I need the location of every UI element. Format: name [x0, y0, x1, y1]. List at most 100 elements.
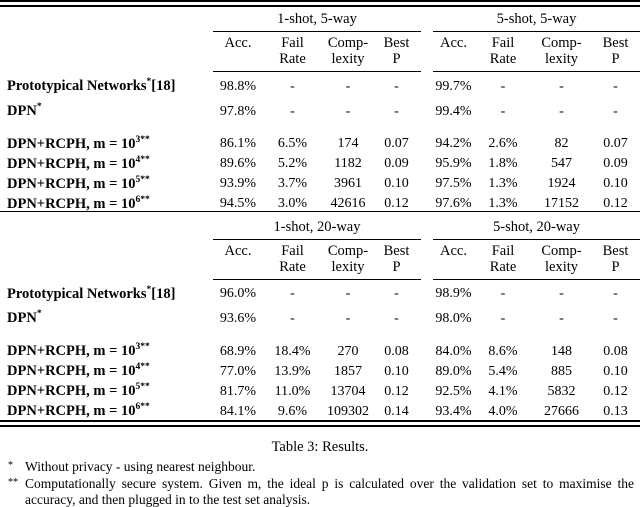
cell-best-p: 0.12	[384, 196, 409, 212]
header-rule	[213, 278, 421, 280]
header-rule	[433, 278, 640, 280]
cell-acc: 81.7%	[219, 384, 257, 400]
cell-fail-rate: 1.8%	[488, 156, 518, 172]
cell-acc: 84.0%	[435, 344, 472, 360]
cell-fail-rate: 1.3%	[488, 196, 518, 212]
cell-acc: 96.0%	[219, 286, 257, 302]
cell-acc: 98.0%	[435, 311, 472, 327]
header-line: Comp-	[327, 242, 369, 259]
cell-acc: 68.9%	[219, 344, 257, 360]
cell-complexity: -	[345, 78, 351, 94]
footnote-marker: *	[146, 284, 152, 295]
column-header-best-p: Best P	[593, 243, 638, 275]
rcph-rows-block: DPN+RCPH, m = 103** 86.1% 6.5% 174 0.07 …	[0, 130, 640, 212]
cell-complexity: -	[345, 103, 351, 119]
header-line: Fail	[491, 35, 515, 51]
row-label: DPN+RCPH, m = 104**	[0, 357, 213, 381]
cell-fail-rate: 6.5%	[277, 136, 308, 152]
column-header-fail-rate: Fail Rate	[476, 35, 530, 67]
header-rule	[433, 71, 640, 72]
cell-complexity: -	[559, 78, 564, 94]
column-header-acc: Acc.	[213, 35, 263, 51]
cell-best-p: -	[394, 286, 399, 302]
table-row: DPN* 93.6% - - - 98.0% - - -	[0, 305, 640, 329]
cell-fail-rate: -	[500, 311, 506, 327]
table-row: Prototypical Networks*[18] 96.0% - - - 9…	[0, 280, 640, 306]
cell-best-p: -	[394, 311, 399, 327]
row-label: DPN+RCPH, m = 106**	[0, 397, 213, 421]
cell-complexity: 1924	[547, 176, 576, 192]
group-header-row: 1-shot, 5-way 5-shot, 5-way	[0, 7, 640, 32]
method-name: Prototypical Networks	[7, 285, 147, 302]
cell-complexity: -	[559, 311, 564, 327]
exponent-and-marker: 3**	[135, 342, 150, 353]
cell-best-p: 0.10	[384, 364, 409, 380]
group-header-1shot-20way: 1-shot, 20-way	[213, 218, 421, 240]
cell-complexity: 174	[337, 136, 359, 152]
header-line: Comp-	[541, 242, 582, 259]
row-label: DPN+RCPH, m = 105**	[0, 170, 213, 194]
cell-acc: 92.5%	[435, 384, 472, 400]
top-double-rule	[0, 0, 640, 7]
cell-best-p: 0.12	[384, 384, 409, 400]
cell-acc: 94.2%	[435, 136, 472, 152]
cell-acc: 98.9%	[435, 286, 472, 302]
header-line: Comp-	[541, 35, 582, 51]
exponent-and-marker: 5**	[135, 382, 150, 393]
header-rule-row	[0, 275, 640, 280]
method-name: Prototypical Networks	[7, 77, 147, 94]
method-name: DPN+RCPH, m = 10	[7, 155, 136, 172]
header-line: lexity	[331, 258, 365, 275]
cell-best-p: 0.10	[603, 364, 628, 380]
exponent-and-marker: 5**	[135, 174, 150, 185]
cell-complexity: 5832	[547, 384, 576, 400]
citation: [18]	[151, 77, 176, 94]
cell-acc: 98.8%	[219, 78, 257, 94]
row-label: Prototypical Networks*[18]	[0, 77, 213, 95]
cell-best-p: -	[613, 286, 618, 302]
method-name: DPN	[7, 310, 37, 327]
cell-fail-rate: 3.7%	[277, 176, 308, 192]
cell-acc: 93.6%	[219, 311, 257, 327]
cell-acc: 99.7%	[435, 78, 472, 94]
cell-fail-rate: -	[290, 286, 295, 302]
footnote-text: Without privacy - using nearest neighbou…	[25, 459, 256, 475]
group-header-1shot-5way: 1-shot, 5-way	[213, 10, 421, 32]
table-row: Prototypical Networks*[18] 98.8% - - - 9…	[0, 72, 640, 98]
row-label: DPN+RCPH, m = 105**	[0, 377, 213, 401]
cell-fail-rate: -	[500, 286, 506, 302]
table-row: DPN+RCPH, m = 103** 68.9% 18.4% 270 0.08…	[0, 337, 640, 359]
cell-fail-rate: -	[290, 311, 295, 327]
cell-complexity: 1182	[334, 156, 362, 172]
cell-fail-rate: 11.0%	[274, 384, 311, 400]
footnotes-block: * Without privacy - using nearest neighbo…	[0, 459, 640, 507]
cell-best-p: 0.09	[603, 156, 628, 172]
cell-best-p: 0.07	[384, 136, 409, 152]
cell-acc: 89.0%	[435, 364, 472, 380]
cell-complexity: -	[345, 286, 351, 302]
cell-fail-rate: -	[290, 103, 295, 119]
table-row: DPN+RCPH, m = 104** 77.0% 13.9% 1857 0.1…	[0, 357, 640, 379]
cell-best-p: -	[394, 78, 399, 94]
cell-fail-rate: -	[500, 78, 506, 94]
header-line: Rate	[279, 51, 306, 67]
header-line: P	[392, 51, 401, 67]
row-label: DPN+RCPH, m = 103**	[0, 130, 213, 154]
cell-best-p: 0.13	[603, 404, 628, 420]
footnote: ** Computationally secure system. Given m…	[0, 476, 640, 507]
footnote-marker: *	[36, 309, 42, 320]
column-header-row: Acc. Fail Rate Comp-lexity Best P Acc. Fai…	[0, 32, 640, 67]
header-line: P	[611, 51, 620, 67]
column-header-complexity: Comp-lexity	[322, 243, 374, 275]
column-header-complexity: Comp-lexity	[530, 243, 593, 275]
cell-best-p: 0.08	[384, 344, 409, 360]
cell-complexity: 42616	[330, 196, 366, 212]
cell-fail-rate: 8.6%	[488, 344, 518, 360]
column-header-fail-rate: Fail Rate	[263, 243, 322, 275]
row-label: Prototypical Networks*[18]	[0, 285, 213, 303]
cell-acc: 93.9%	[219, 176, 257, 192]
cell-best-p: -	[613, 311, 618, 327]
column-header-acc: Acc.	[431, 35, 476, 51]
header-line: Rate	[279, 258, 306, 275]
